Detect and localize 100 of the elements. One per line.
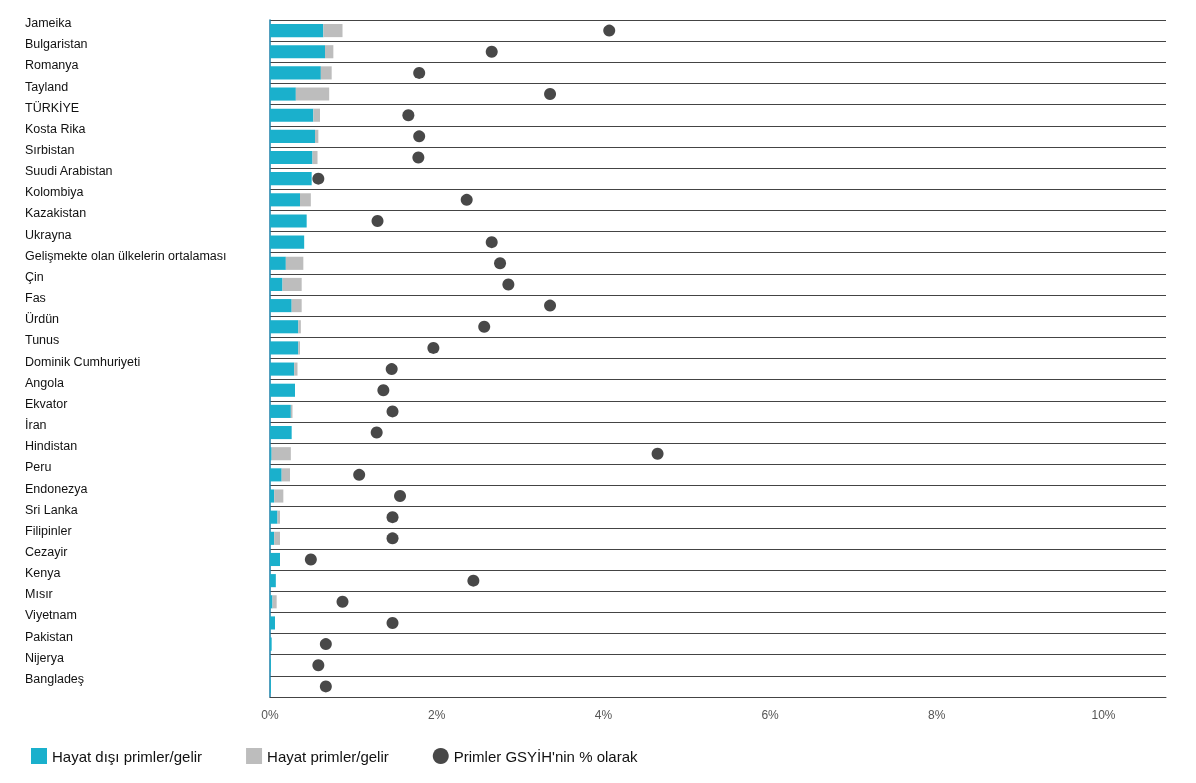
y-tick-label: Cezayir [25, 544, 68, 559]
y-tick-label: Suudi Arabistan [25, 164, 113, 179]
x-tick-label: 10% [1091, 708, 1116, 722]
bar [270, 193, 301, 207]
y-tick-label: Tayland [25, 79, 69, 94]
point [413, 66, 426, 79]
y-tick-label: Bangladeş [25, 671, 85, 686]
point [386, 616, 399, 629]
bar [282, 277, 302, 292]
bar [274, 489, 284, 503]
y-tick-label: İran [25, 418, 47, 433]
bar [270, 24, 324, 38]
point [312, 172, 325, 185]
point [319, 680, 332, 693]
point [394, 490, 407, 503]
bar [312, 150, 318, 165]
y-tick-label: Ürdün [25, 312, 60, 327]
bar [298, 320, 301, 334]
y-tick-label: Mısır [25, 587, 53, 602]
bar [270, 552, 280, 567]
bar [270, 595, 273, 609]
point [544, 88, 557, 101]
bar [323, 24, 343, 38]
bar [281, 468, 290, 482]
x-tick-label: 8% [928, 708, 946, 722]
y-tick-label: Kolombiya [25, 185, 84, 200]
point [402, 109, 415, 122]
bar [295, 87, 330, 101]
x-tick-label: 2% [428, 708, 446, 722]
bar [270, 362, 295, 376]
bar [300, 193, 311, 207]
bar [270, 150, 313, 165]
y-tick-label: Filipinler [25, 523, 72, 538]
point [413, 130, 426, 143]
bar [270, 256, 286, 270]
bar [270, 129, 316, 143]
point [377, 384, 390, 397]
point [386, 405, 399, 418]
point [485, 236, 498, 249]
point [478, 320, 491, 333]
point [651, 447, 664, 460]
bar [270, 214, 307, 228]
bar [270, 277, 283, 292]
point [319, 638, 332, 651]
bar [270, 425, 292, 440]
bar [270, 510, 278, 524]
bar [270, 87, 296, 101]
y-tick-label: Fas [25, 291, 46, 306]
point [385, 363, 398, 376]
y-tick-label: Kosta Rika [25, 121, 86, 136]
bar [270, 404, 291, 418]
bar [270, 172, 312, 186]
point [304, 553, 317, 566]
point [312, 659, 325, 672]
point [353, 468, 366, 481]
point [427, 341, 440, 354]
point [386, 532, 399, 545]
point [386, 511, 399, 524]
point [544, 299, 557, 312]
bar [270, 574, 276, 588]
y-tick-label: Gelişmekte olan ülkelerin ortalaması [25, 248, 227, 263]
y-tick-label: Peru [25, 460, 52, 475]
bar [274, 531, 280, 545]
bar [270, 489, 275, 503]
y-tick-label: Viyetnam [25, 608, 77, 623]
bar [320, 66, 332, 80]
x-tick-label: 4% [594, 708, 613, 722]
point [460, 193, 473, 206]
bar [271, 447, 291, 461]
point [494, 257, 507, 270]
y-tick-label: Endonezya [25, 481, 88, 496]
bar [270, 299, 292, 313]
y-tick-label: Nijerya [25, 650, 64, 665]
bar [313, 108, 321, 122]
y-tick-label: Sırbistan [25, 143, 75, 158]
y-tick-label: Kenya [25, 566, 61, 581]
point [603, 24, 616, 37]
legend-label: Primler GSYİH'nin % olarak [453, 747, 638, 765]
point [467, 574, 480, 587]
point [371, 214, 384, 227]
bar [291, 299, 302, 313]
y-tick-label: Çin [25, 269, 44, 284]
bar [270, 616, 275, 630]
bar [270, 235, 305, 249]
x-tick-label: 0% [261, 708, 279, 722]
y-tick-label: Sri Lanka [25, 502, 78, 517]
y-tick-label: Tunus [25, 333, 60, 348]
x-tick-label: 6% [761, 708, 780, 722]
point [412, 151, 425, 164]
point [502, 278, 515, 291]
bar [270, 468, 282, 482]
y-tick-label: Jameika [25, 16, 72, 31]
bar [272, 595, 277, 609]
legend-label: Hayat primler/gelir [267, 747, 389, 765]
point [370, 426, 383, 439]
y-tick-label: Romanya [25, 58, 79, 73]
bar [294, 362, 298, 376]
y-tick-label: Pakistan [25, 629, 73, 644]
legend-label: Hayat dışı primler/gelir [52, 747, 203, 765]
y-tick-label: Hindistan [25, 439, 78, 454]
